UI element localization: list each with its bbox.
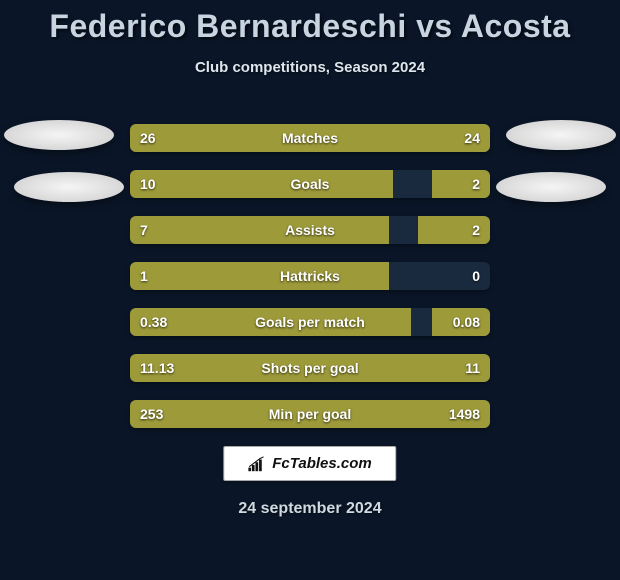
stat-bar-right [432,170,490,198]
comparison-subtitle: Club competitions, Season 2024 [0,59,620,76]
stat-value-left: 11.13 [140,360,174,376]
stat-bar-left [130,216,389,244]
player1-avatar-placeholder [4,120,114,150]
stat-value-left: 10 [140,176,156,192]
stat-label: Goals [291,176,330,192]
stat-label: Goals per match [255,314,365,330]
stat-label: Matches [282,130,338,146]
player1-avatar-shadow [14,172,124,202]
stat-value-left: 26 [140,130,156,146]
stat-value-right: 2 [472,222,480,238]
stat-value-right: 0 [472,268,480,284]
stat-row: Goals per match 0.38 0.08 [130,308,490,336]
stat-value-left: 253 [140,406,163,422]
stats-comparison-chart: Matches2624Goals102Assists72Hattricks10G… [130,124,490,446]
stat-bar-left [130,262,389,290]
stat-row: Matches 26 24 [130,124,490,152]
stat-value-left: 1 [140,268,148,284]
stat-label: Shots per goal [261,360,358,376]
stat-value-left: 7 [140,222,148,238]
stat-value-left: 0.38 [140,314,167,330]
stat-row: Hattricks 1 0 [130,262,490,290]
stat-row: Min per goal 253 1498 [130,400,490,428]
stat-row: Goals 10 2 [130,170,490,198]
stat-bar-left [130,170,393,198]
brand-badge: FcTables.com [223,446,396,481]
comparison-title: Federico Bernardeschi vs Acosta [0,0,620,45]
stat-value-right: 2 [472,176,480,192]
snapshot-date: 24 september 2024 [0,500,620,518]
stat-value-right: 0.08 [453,314,480,330]
stat-row: Shots per goal 11.13 11 [130,354,490,382]
brand-name: FcTables.com [272,455,371,472]
fctables-logo-icon [248,456,266,472]
stat-value-right: 24 [464,130,480,146]
player2-avatar-placeholder [506,120,616,150]
stat-value-right: 11 [465,360,480,376]
stat-row: Assists 7 2 [130,216,490,244]
stat-value-right: 1498 [449,406,480,422]
player2-avatar-shadow [496,172,606,202]
stat-label: Assists [285,222,335,238]
stat-label: Hattricks [280,268,340,284]
stat-label: Min per goal [269,406,351,422]
